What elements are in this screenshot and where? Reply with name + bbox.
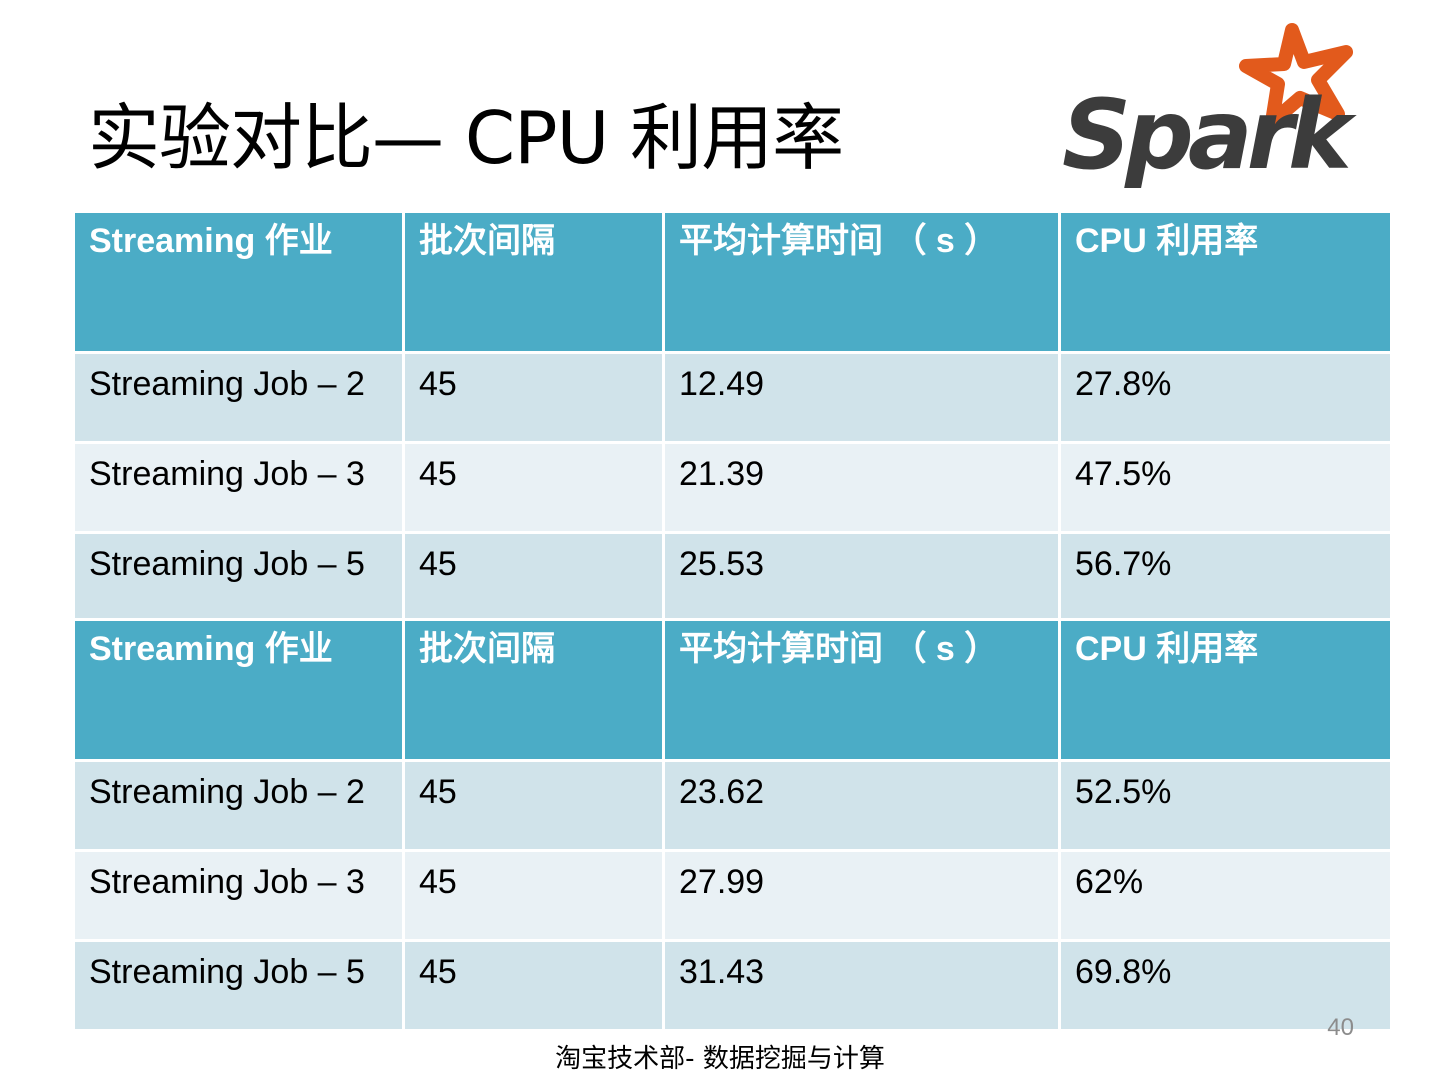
header-cell: CPU 利用率 bbox=[1058, 210, 1393, 354]
spark-star-icon bbox=[1239, 23, 1353, 129]
cpu-table-1: Streaming 作业 批次间隔 平均计算时间 （ s ） CPU 利用率 S… bbox=[72, 210, 1393, 624]
table-cell: 23.62 bbox=[662, 759, 1061, 852]
spark-logo-text: Spark bbox=[1062, 79, 1357, 190]
table-cell: Streaming Job – 5 bbox=[72, 939, 405, 1032]
table-cell: 45 bbox=[402, 531, 665, 624]
table-header-row: Streaming 作业 批次间隔 平均计算时间 （ s ） CPU 利用率 bbox=[72, 210, 1393, 354]
table-cell: 56.7% bbox=[1058, 531, 1393, 624]
table-cell: 25.53 bbox=[662, 531, 1061, 624]
table-row: Streaming Job – 3 45 27.99 62% bbox=[72, 849, 1393, 942]
spark-logo: Spark bbox=[1062, 23, 1363, 190]
table-cell: 21.39 bbox=[662, 441, 1061, 534]
table-cell: 27.99 bbox=[662, 849, 1061, 942]
table-cell: Streaming Job – 2 bbox=[72, 351, 405, 444]
header-cell: 批次间隔 bbox=[402, 210, 665, 354]
header-cell: Streaming 作业 bbox=[72, 210, 405, 354]
table-cell: 62% bbox=[1058, 849, 1393, 942]
table-cell: Streaming Job – 3 bbox=[72, 441, 405, 534]
page-number: 40 bbox=[1327, 1014, 1354, 1041]
table-cell: Streaming Job – 3 bbox=[72, 849, 405, 942]
header-cell: 平均计算时间 （ s ） bbox=[662, 618, 1061, 762]
table-cell: 45 bbox=[402, 849, 665, 942]
header-cell: CPU 利用率 bbox=[1058, 618, 1393, 762]
header-cell: 平均计算时间 （ s ） bbox=[662, 210, 1061, 354]
table-cell: 31.43 bbox=[662, 939, 1061, 1032]
table-cell: 69.8% bbox=[1058, 939, 1393, 1032]
footer-text: 淘宝技术部- 数据挖掘与计算 bbox=[555, 1044, 885, 1074]
table-row: Streaming Job – 2 45 23.62 52.5% bbox=[72, 759, 1393, 852]
slide-title: 实验对比— CPU 利用率 bbox=[88, 96, 844, 180]
table-cell: 47.5% bbox=[1058, 441, 1393, 534]
table-row: Streaming Job – 3 45 21.39 47.5% bbox=[72, 441, 1393, 534]
header-cell: Streaming 作业 bbox=[72, 618, 405, 762]
table-cell: 45 bbox=[402, 759, 665, 852]
table-cell: 45 bbox=[402, 351, 665, 444]
table-cell: Streaming Job – 5 bbox=[72, 531, 405, 624]
table-cell: Streaming Job – 2 bbox=[72, 759, 405, 852]
cpu-table-2: Streaming 作业 批次间隔 平均计算时间 （ s ） CPU 利用率 S… bbox=[72, 618, 1393, 1032]
table-cell: 27.8% bbox=[1058, 351, 1393, 444]
table-cell: 45 bbox=[402, 441, 665, 534]
table-row: Streaming Job – 5 45 25.53 56.7% bbox=[72, 531, 1393, 624]
header-cell: 批次间隔 bbox=[402, 618, 665, 762]
table-cell: 12.49 bbox=[662, 351, 1061, 444]
table-row: Streaming Job – 2 45 12.49 27.8% bbox=[72, 351, 1393, 444]
table-row: Streaming Job – 5 45 31.43 69.8% bbox=[72, 939, 1393, 1032]
table-header-row: Streaming 作业 批次间隔 平均计算时间 （ s ） CPU 利用率 bbox=[72, 618, 1393, 762]
table-cell: 52.5% bbox=[1058, 759, 1393, 852]
table-cell: 45 bbox=[402, 939, 665, 1032]
